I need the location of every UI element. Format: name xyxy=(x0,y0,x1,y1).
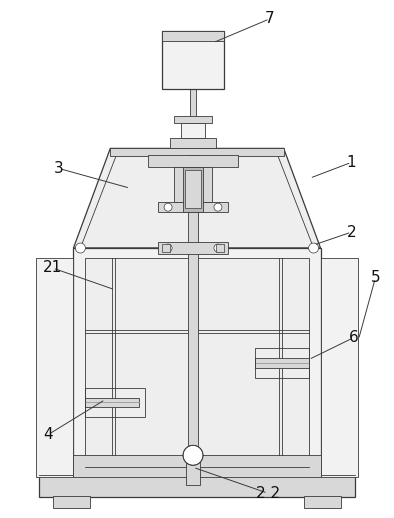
Bar xyxy=(185,170,201,208)
Circle shape xyxy=(164,203,172,211)
Bar xyxy=(162,244,170,252)
Bar xyxy=(188,155,198,245)
Bar xyxy=(85,397,139,408)
Text: 7: 7 xyxy=(265,11,275,26)
Bar xyxy=(190,89,196,119)
Text: 21: 21 xyxy=(43,261,62,276)
Bar xyxy=(158,242,228,254)
Bar xyxy=(158,202,228,212)
Bar xyxy=(52,496,90,508)
Circle shape xyxy=(214,203,222,211)
Bar xyxy=(321,258,359,477)
Bar xyxy=(73,248,321,477)
Bar xyxy=(183,167,203,212)
Bar xyxy=(304,496,342,508)
Circle shape xyxy=(309,243,319,253)
Bar xyxy=(174,167,212,202)
Bar xyxy=(162,31,224,89)
Circle shape xyxy=(164,244,172,252)
Text: 6: 6 xyxy=(349,330,358,345)
Text: 4: 4 xyxy=(44,427,53,442)
Text: 5: 5 xyxy=(370,270,380,285)
Text: 1: 1 xyxy=(347,155,356,170)
Text: 3: 3 xyxy=(54,161,63,176)
Bar xyxy=(73,455,321,477)
Bar xyxy=(188,248,198,477)
Bar xyxy=(148,155,238,167)
Bar xyxy=(255,357,309,368)
Bar xyxy=(186,455,200,485)
Bar xyxy=(35,258,73,477)
Bar xyxy=(170,138,216,148)
Bar xyxy=(162,31,224,41)
Bar xyxy=(216,244,224,252)
Circle shape xyxy=(75,243,85,253)
Bar xyxy=(39,475,355,497)
Circle shape xyxy=(183,445,203,465)
Text: 2: 2 xyxy=(347,225,356,240)
Bar xyxy=(181,123,205,138)
Bar xyxy=(110,148,284,156)
Polygon shape xyxy=(73,148,321,248)
Bar xyxy=(174,116,212,123)
Bar xyxy=(85,387,145,418)
Bar xyxy=(255,348,309,378)
Circle shape xyxy=(214,244,222,252)
Text: 2 2: 2 2 xyxy=(256,486,280,501)
Bar xyxy=(85,258,309,467)
